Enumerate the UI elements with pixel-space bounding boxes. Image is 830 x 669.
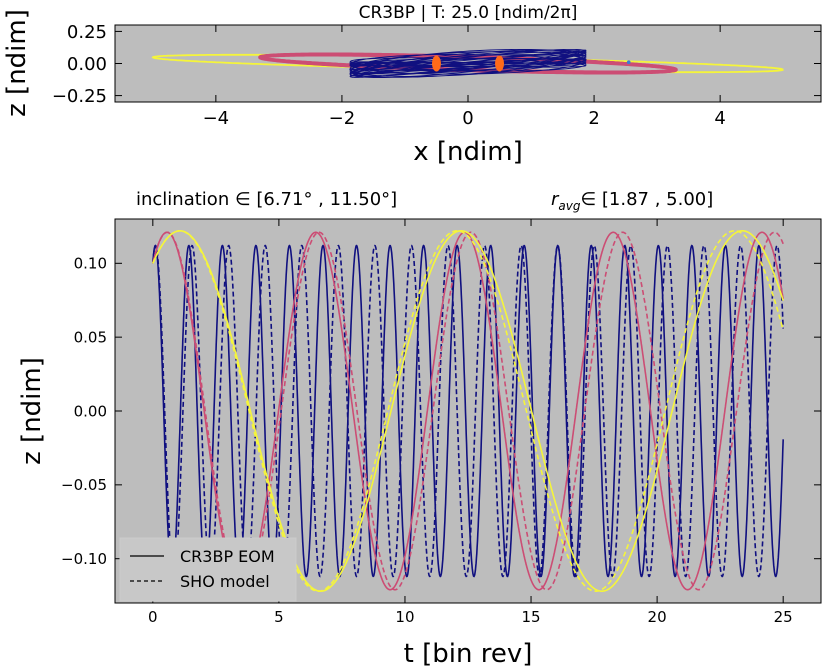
x-tick-label: 2 [588,108,599,129]
r-avg-symbol: r [551,189,560,210]
x-tick-label: 15 [521,608,540,626]
series-line [152,244,784,578]
y-tick-label: 0.00 [67,54,107,75]
y-tick-label: 0.10 [74,255,107,273]
y-tick-label: −0.10 [61,550,107,568]
r-avg-subscript: avg [558,199,580,213]
x-tick-label: 5 [274,608,284,626]
legend-box [119,537,297,602]
x-tick-label: 0 [462,108,473,129]
series-line [152,230,784,592]
y-tick-label: 0.00 [74,402,107,420]
r-avg-range: ∈ [1.87 , 5.00] [580,189,713,210]
y-tick-label: −0.25 [52,86,107,107]
x-tick-label: 4 [714,108,725,129]
series-line [152,244,784,578]
primary-marker [495,55,505,72]
legend: CR3BP EOM SHO model [119,537,297,602]
inclination-label: inclination ∈ [6.71° , 11.50°] [136,189,397,210]
bottom-xlabel: t [bin rev] [404,639,533,669]
orbit-line-crimson [258,52,678,75]
y-tick-label: 0.05 [74,329,107,347]
x-tick-label: 0 [148,608,158,626]
x-tick-label: 25 [774,608,793,626]
top-xlabel: x [ndim] [413,137,522,167]
x-tick-label: −4 [203,108,230,129]
z-time-plot: inclination ∈ [6.71° , 11.50°] ravg∈ [1.… [17,189,822,669]
legend-label-solid: CR3BP EOM [180,547,275,566]
primary-marker [431,55,441,72]
x-tick-label: −2 [329,108,356,129]
top-ylabel: z [ndim] [2,9,32,117]
x-tick-label: 20 [648,608,667,626]
y-tick-label: 0.25 [67,22,107,43]
bottom-ylabel: z [ndim] [17,357,47,465]
x-tick-label: 10 [395,608,414,626]
body-marker [626,60,631,65]
legend-label-dashed: SHO model [180,572,270,591]
y-tick-label: −0.05 [61,476,107,494]
r-avg-label: ravg∈ [1.87 , 5.00] [551,189,713,213]
orbit-plot: CR3BP | T: 25.0 [ndim/2π] −4 −2 0 2 4 0.25 0.0… [2,3,822,167]
orbit-line-inner [349,48,587,78]
top-title: CR3BP | T: 25.0 [ndim/2π] [359,3,578,23]
series-line [152,230,784,592]
